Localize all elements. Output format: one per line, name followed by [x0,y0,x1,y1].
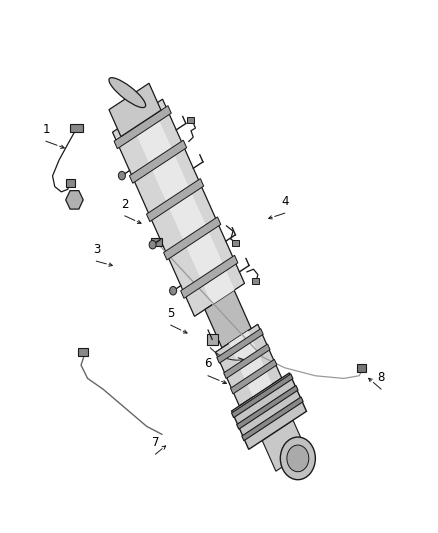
Ellipse shape [109,78,146,108]
Polygon shape [224,344,270,378]
Polygon shape [113,99,244,317]
Bar [252,278,259,284]
Polygon shape [232,374,293,418]
Polygon shape [180,255,238,298]
Text: 2: 2 [121,198,129,211]
Text: 3: 3 [93,243,100,256]
Polygon shape [217,329,263,363]
Bar [70,124,83,132]
Polygon shape [237,385,298,429]
Polygon shape [146,179,204,222]
Bar [78,348,88,356]
Polygon shape [242,397,303,441]
Bar [187,117,194,123]
Circle shape [170,286,177,295]
Polygon shape [163,217,221,260]
Polygon shape [232,373,307,449]
Circle shape [118,171,125,180]
Polygon shape [130,106,235,305]
Polygon shape [230,359,277,394]
Text: 5: 5 [167,307,174,320]
Circle shape [280,437,315,480]
Polygon shape [66,191,83,209]
Polygon shape [215,324,282,406]
Bar [357,364,366,372]
Bar [66,179,75,187]
Bar [232,240,239,246]
Circle shape [287,445,309,472]
Polygon shape [129,140,187,183]
Polygon shape [109,83,161,136]
Circle shape [149,240,156,249]
Polygon shape [229,330,272,397]
Text: 6: 6 [204,358,212,370]
Polygon shape [262,420,307,471]
Text: 8: 8 [378,371,385,384]
Text: 7: 7 [152,436,159,449]
Polygon shape [114,106,171,149]
Text: 1: 1 [42,123,50,136]
Bar [207,334,218,345]
Polygon shape [205,290,251,348]
Text: 4: 4 [281,195,289,208]
Bar [151,238,162,246]
